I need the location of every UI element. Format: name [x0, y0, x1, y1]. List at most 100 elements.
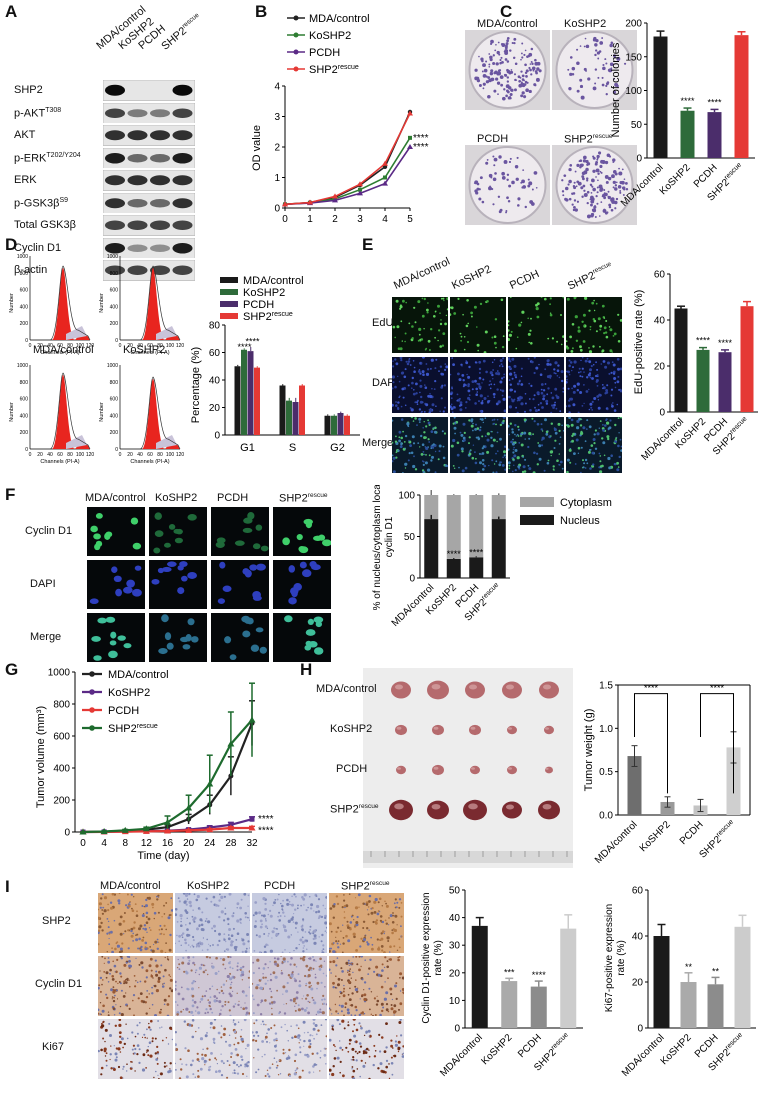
panel-e-cell — [544, 383, 547, 385]
panel-e-cell — [508, 329, 510, 332]
panel-e-cell — [490, 430, 492, 433]
panel-e-cell — [532, 398, 535, 401]
panel-i-stain — [397, 1050, 400, 1053]
panel-e-cell — [406, 422, 410, 426]
panel-e-cell — [511, 399, 515, 403]
panel-e-cell — [410, 451, 414, 455]
panel-i-stain — [347, 1011, 350, 1015]
panel-b-legend-marker — [293, 15, 299, 21]
panel-b-point — [382, 160, 388, 166]
panel-i-stain — [377, 910, 380, 912]
panel-i-stain — [257, 1034, 260, 1037]
panel-c-colony — [601, 37, 604, 39]
panel-i-stain — [271, 937, 273, 939]
panel-f-chart-bar-nucleus — [446, 558, 461, 578]
panel-i-stain — [386, 936, 390, 940]
panel-e-cell — [444, 368, 447, 371]
panel-e-cell — [528, 437, 531, 440]
panel-i-stain — [402, 1053, 404, 1055]
panel-e-cell — [516, 456, 520, 460]
panel-f-cell — [113, 575, 122, 583]
panel-c-colony — [487, 76, 491, 79]
panel-e-cell — [508, 333, 512, 337]
panel-i-stain — [368, 929, 370, 931]
panel-i-stain — [104, 1055, 107, 1057]
panel-i-stain — [145, 916, 148, 918]
panel-i-stain — [267, 980, 269, 982]
panel-e-cell — [420, 395, 423, 399]
panel-i-stain — [284, 929, 288, 933]
panel-i-stain — [277, 1074, 280, 1076]
panel-i-stain — [220, 1053, 222, 1055]
panel-i-stain — [196, 1052, 199, 1055]
panel-e-cell — [414, 417, 417, 420]
panel-i-stain — [166, 1003, 170, 1006]
panel-g-xtick-label: 12 — [141, 838, 153, 849]
panel-e-cell — [596, 374, 599, 376]
panel-i-stain — [352, 932, 356, 936]
panel-e-chart-bar — [740, 306, 754, 412]
panel-i-stain — [220, 895, 224, 899]
panel-e-cell — [399, 347, 403, 351]
panel-e-cell — [468, 442, 470, 445]
panel-c-colony — [505, 42, 509, 46]
panel-e-cell — [598, 393, 601, 397]
panel-i-stain — [259, 986, 264, 990]
panel-e-cell — [440, 319, 442, 321]
panel-e-cell — [407, 459, 410, 462]
panel-e-cell — [552, 468, 555, 471]
panel-i-chart1-ylabel: rate (%) — [433, 940, 444, 976]
panel-b-point — [282, 201, 288, 207]
panel-c-colony — [506, 178, 509, 182]
panel-i-stain — [148, 993, 150, 995]
panel-i-stain — [269, 978, 273, 982]
panel-e-cell — [574, 315, 578, 319]
panel-h-photo-bg — [363, 668, 573, 868]
panel-i-stain — [295, 927, 297, 929]
panel-e-cell — [484, 417, 487, 419]
panel-i-stain — [337, 926, 340, 929]
panel-i-stain — [301, 998, 303, 1000]
panel-i-stain — [368, 1049, 370, 1051]
panel-e-cell — [480, 418, 484, 421]
panel-e-cell — [495, 460, 498, 463]
panel-e-cell — [569, 361, 573, 364]
panel-i-stain — [186, 987, 189, 991]
panel-i-chart2-bar — [734, 926, 751, 1028]
panel-e-cell — [463, 438, 466, 442]
panel-d-hist-xtick: 100 — [76, 452, 85, 458]
panel-i-stain — [149, 1054, 153, 1058]
panel-i-image-1-0 — [98, 956, 173, 1016]
panel-i-stain — [312, 1035, 314, 1037]
panel-c-colony — [529, 63, 532, 65]
panel-i-stain — [274, 1044, 277, 1048]
panel-e-cell — [520, 367, 523, 370]
panel-i-stain — [148, 1026, 151, 1029]
panel-c-colony — [518, 83, 523, 88]
panel-c-colony — [531, 62, 534, 66]
panel-e-cell — [453, 406, 456, 409]
panel-e-cell — [619, 389, 622, 393]
panel-a-pgsk-site: S9 — [59, 196, 69, 204]
panel-i-stain — [132, 994, 136, 997]
panel-i-stain — [114, 971, 116, 973]
panel-i-stain — [253, 925, 257, 928]
panel-i-stain — [359, 998, 361, 1000]
panel-i-image-bg — [175, 1019, 250, 1079]
panel-i-stain — [371, 907, 374, 910]
panel-b-legend-label: KoSHP2 — [309, 30, 351, 42]
panel-e-cell — [554, 431, 558, 435]
panel-c-colony — [520, 52, 523, 55]
panel-i-stain — [115, 942, 118, 945]
panel-i-stain — [308, 985, 311, 989]
panel-h-tumor — [463, 799, 487, 821]
panel-e-cell — [424, 384, 426, 386]
panel-i-stain — [119, 956, 123, 958]
panel-e-cell — [392, 365, 395, 368]
panel-f-cell — [90, 525, 98, 533]
panel-i-stain — [294, 921, 298, 925]
panel-e-cell — [547, 459, 550, 462]
panel-c-colony — [612, 180, 616, 185]
panel-c-colony — [612, 186, 615, 189]
panel-e-cell — [451, 386, 453, 389]
